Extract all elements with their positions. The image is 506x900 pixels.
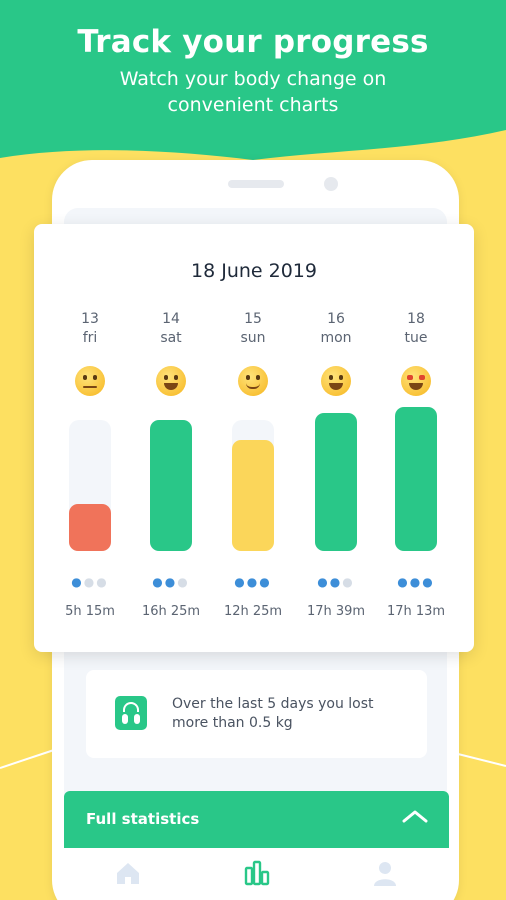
- water-drops: ●●●: [301, 575, 371, 589]
- day-name: sun: [240, 330, 266, 346]
- day-name: mon: [320, 330, 352, 346]
- summary-line-1: Over the last 5 days you lost: [172, 696, 374, 712]
- day-number: 18: [407, 311, 425, 327]
- day-label: 18 tue: [381, 310, 451, 348]
- profile-icon[interactable]: [370, 858, 400, 888]
- day-number: 15: [244, 311, 262, 327]
- day-number: 14: [162, 311, 180, 327]
- day-name: tue: [404, 330, 428, 346]
- page-subtitle: Watch your body change on convenient cha…: [0, 66, 506, 118]
- water-drop-icon: ●: [96, 575, 109, 589]
- day-label: 16 mon: [301, 310, 371, 348]
- stats-icon[interactable]: [242, 858, 272, 888]
- summary-line-2: more than 0.5 kg: [172, 715, 293, 731]
- day-name: sat: [160, 330, 182, 346]
- fasting-bar-track: [395, 407, 437, 551]
- bottom-tab-bar: [64, 848, 449, 900]
- water-drop-icon: ●: [177, 575, 190, 589]
- fasting-bar-track: [150, 420, 192, 551]
- water-drops: ●●●: [381, 575, 451, 589]
- water-drop-icon: ●: [152, 575, 165, 589]
- card-date: 18 June 2019: [191, 260, 317, 282]
- phone-camera: [324, 177, 338, 191]
- water-drop-icon: ●: [422, 575, 435, 589]
- full-statistics-label: Full statistics: [86, 810, 200, 828]
- day-label: 13 fri: [55, 310, 125, 348]
- subtitle-line-2: convenient charts: [167, 94, 339, 116]
- fasting-duration: 16h 25m: [141, 604, 201, 619]
- mood-smile-icon: [238, 366, 268, 396]
- water-drop-icon: ●: [317, 575, 330, 589]
- scale-icon: [115, 696, 147, 730]
- day-label: 14 sat: [136, 310, 206, 348]
- water-drop-icon: ●: [234, 575, 247, 589]
- water-drop-icon: ●: [164, 575, 178, 589]
- mood-grin-icon: [321, 366, 351, 396]
- weight-summary-card: Over the last 5 days you lost more than …: [86, 670, 427, 758]
- fasting-bar-track: [232, 420, 274, 551]
- mood-grin-icon: [156, 366, 186, 396]
- subtitle-line-1: Watch your body change on: [119, 68, 387, 90]
- water-drop-icon: ●: [71, 575, 84, 589]
- fasting-duration: 17h 39m: [306, 604, 366, 619]
- fasting-bar: [69, 504, 111, 551]
- fasting-bar: [150, 420, 192, 551]
- day-number: 13: [81, 311, 99, 327]
- weight-summary-text: Over the last 5 days you lost more than …: [172, 695, 412, 733]
- water-drop-icon: ●: [246, 575, 260, 589]
- mood-sad-icon: [75, 366, 105, 396]
- fasting-bar: [315, 413, 357, 551]
- water-drop-icon: ●: [259, 575, 272, 589]
- fasting-bar: [395, 407, 437, 551]
- header-background: [0, 0, 506, 160]
- water-drops: ●●●: [218, 575, 288, 589]
- phone-speaker: [228, 180, 284, 188]
- home-icon[interactable]: [113, 858, 143, 888]
- fasting-bar-track: [69, 420, 111, 551]
- water-drop-icon: ●: [329, 575, 343, 589]
- day-label: 15 sun: [218, 310, 288, 348]
- day-name: fri: [82, 330, 98, 346]
- water-drop-icon: ●: [409, 575, 423, 589]
- progress-card: 18 June 2019 13 fri ●●● 5h 15m 14 sat ●●● 16h 2…: [34, 224, 474, 652]
- water-drop-icon: ●: [397, 575, 410, 589]
- water-drop-icon: ●: [83, 575, 97, 589]
- fasting-duration: 17h 13m: [386, 604, 446, 619]
- day-number: 16: [327, 311, 345, 327]
- fasting-bar: [232, 440, 274, 551]
- water-drops: ●●●: [136, 575, 206, 589]
- page-title: Track your progress: [77, 24, 429, 60]
- fasting-bar-track: [315, 413, 357, 551]
- water-drops: ●●●: [55, 575, 125, 589]
- fasting-duration: 12h 25m: [223, 604, 283, 619]
- full-statistics-toggle[interactable]: Full statistics: [64, 791, 449, 848]
- water-drop-icon: ●: [342, 575, 355, 589]
- mood-star-eyes-icon: [401, 366, 431, 396]
- fasting-duration: 5h 15m: [65, 604, 115, 619]
- chevron-up-icon[interactable]: [401, 807, 429, 825]
